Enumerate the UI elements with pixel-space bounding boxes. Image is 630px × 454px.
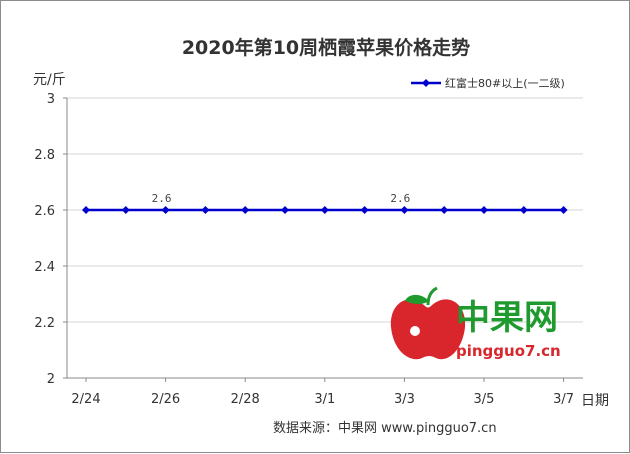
legend-label: 红富士80#以上(一二级) [445, 76, 565, 90]
legend-marker [422, 79, 430, 87]
data-point [201, 206, 210, 214]
x-tick-label: 2/26 [151, 392, 180, 407]
y-tick-label: 2.8 [34, 148, 55, 163]
data-point [320, 206, 329, 214]
x-axis-label: 日期 [581, 393, 609, 409]
chart-title: 2020年第10周栖霞苹果价格走势 [182, 36, 470, 59]
watermark-url: pingguo7.cn [456, 342, 561, 360]
x-tick-label: 3/7 [553, 392, 574, 407]
data-point [360, 206, 369, 214]
data-point [559, 206, 568, 214]
y-tick-label: 2 [47, 372, 55, 387]
legend: 红富士80#以上(一二级) [411, 76, 565, 90]
series-group [82, 206, 568, 214]
y-tick-labels: 2 2.2 2.4 2.6 2.8 3 [34, 92, 55, 387]
data-point [281, 206, 289, 214]
apple-icon [390, 286, 466, 360]
data-point [400, 206, 409, 214]
data-point [82, 206, 90, 214]
watermark-name: 中果网 [456, 298, 558, 338]
x-tick-labels: 2/24 2/26 2/28 3/1 3/3 3/5 3/7 [71, 392, 574, 407]
y-tick-label: 3 [47, 92, 55, 107]
data-point [519, 206, 528, 214]
x-tick-label: 2/24 [71, 392, 100, 407]
data-point [440, 206, 449, 214]
y-tick-label: 2.4 [34, 260, 55, 275]
data-point [121, 206, 130, 214]
data-point [480, 206, 488, 214]
y-tick-label: 2.2 [34, 316, 55, 331]
data-label: 2.6 [390, 192, 410, 205]
data-point [161, 206, 170, 214]
data-label: 2.6 [152, 192, 172, 205]
data-point [241, 206, 250, 214]
data-labels: 2.6 2.6 [152, 192, 411, 205]
x-tick-label: 3/5 [474, 392, 495, 407]
x-tick-label: 3/1 [314, 392, 335, 407]
source-text: 数据来源：中果网 www.pingguo7.cn [273, 421, 497, 436]
y-tick-label: 2.6 [34, 204, 55, 219]
y-axis-label: 元/斤 [33, 72, 66, 88]
x-tick-label: 2/28 [231, 392, 260, 407]
x-tick-label: 3/3 [394, 392, 415, 407]
watermark-logo: 中果网 pingguo7.cn [390, 286, 561, 360]
axes [63, 97, 583, 382]
